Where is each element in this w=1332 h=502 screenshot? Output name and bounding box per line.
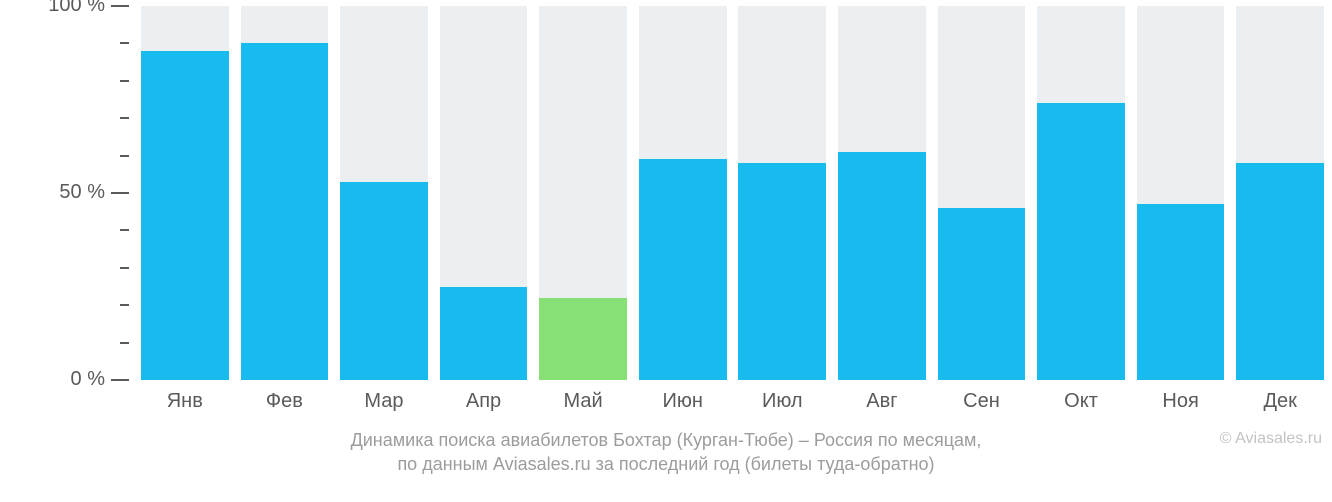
- x-axis-label: Дек: [1263, 390, 1296, 413]
- y-tick: [120, 80, 129, 82]
- y-axis-label: 50 %: [59, 181, 105, 204]
- x-axis-label: Окт: [1064, 390, 1098, 413]
- watermark: © Aviasales.ru: [1220, 430, 1322, 448]
- y-axis-label: 100 %: [48, 0, 105, 17]
- x-axis-label: Май: [564, 390, 603, 413]
- x-axis-label: Июн: [662, 390, 702, 413]
- bar: [1037, 103, 1125, 380]
- y-tick: [120, 267, 129, 269]
- x-axis-label: Июл: [762, 390, 803, 413]
- x-axis-label: Мар: [364, 390, 403, 413]
- plot-area: [135, 6, 1330, 380]
- bar: [241, 43, 329, 380]
- y-axis-label: 0 %: [71, 368, 105, 391]
- bar-chart: 0 % 50 % 100 % Янв Фев Мар Апр Май Июн Июл Авг Сен…: [0, 0, 1332, 502]
- bar: [838, 152, 926, 380]
- bar: [1236, 163, 1324, 380]
- bar: [440, 287, 528, 381]
- x-axis-label: Янв: [167, 390, 203, 413]
- bar: [738, 163, 826, 380]
- x-axis-label: Сен: [963, 390, 1000, 413]
- bar: [340, 182, 428, 380]
- y-tick: [120, 229, 129, 231]
- y-tick: [120, 304, 129, 306]
- y-tick: [120, 42, 129, 44]
- x-axis-label: Апр: [466, 390, 501, 413]
- bar: [1137, 204, 1225, 380]
- y-tick: [120, 342, 129, 344]
- bar: [539, 298, 627, 380]
- x-axis-label: Ноя: [1162, 390, 1198, 413]
- chart-caption: Динамика поиска авиабилетов Бохтар (Кург…: [0, 428, 1332, 477]
- x-axis-label: Фев: [266, 390, 303, 413]
- x-axis-label: Авг: [866, 390, 897, 413]
- y-tick: [111, 192, 129, 194]
- caption-line-1: Динамика поиска авиабилетов Бохтар (Кург…: [351, 430, 982, 450]
- y-tick: [111, 5, 129, 7]
- y-tick: [120, 155, 129, 157]
- bar: [639, 159, 727, 380]
- bar: [938, 208, 1026, 380]
- y-tick: [120, 117, 129, 119]
- caption-line-2: по данным Aviasales.ru за последний год …: [397, 454, 934, 474]
- y-tick: [111, 379, 129, 381]
- bar: [141, 51, 229, 380]
